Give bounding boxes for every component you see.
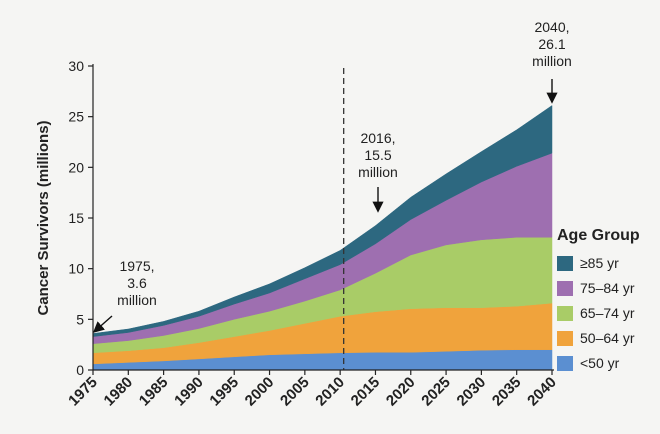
y-tick-label: 30: [68, 58, 84, 74]
annotation-2040: 2040, 26.1 million: [532, 19, 572, 69]
legend-label-65-74-yr: 65–74 yr: [580, 305, 635, 321]
legend-swatch-65-74-yr: [557, 306, 573, 321]
y-tick-label: 25: [68, 109, 84, 125]
x-tick-label: 2035: [489, 374, 525, 410]
area-ge85-yr: [92, 105, 553, 337]
x-tick-label: 2000: [242, 374, 278, 410]
legend-label-50-64-yr: 50–64 yr: [580, 330, 635, 346]
y-tick-label: 20: [68, 159, 84, 175]
annotation-2016: 2016, 15.5 million: [358, 130, 398, 180]
x-tick-label: 1980: [101, 374, 137, 410]
x-tick-label: 2020: [383, 374, 419, 410]
legend-swatch-lt50-yr: [557, 356, 573, 371]
legend-label-75-84-yr: 75–84 yr: [580, 280, 635, 296]
legend: Age Group ≥85 yr 75–84 yr 65–74 yr 50–64 yr…: [557, 227, 640, 371]
x-tick-label: 1990: [171, 374, 207, 410]
legend-swatch-50-64-yr: [557, 331, 573, 346]
x-tick-label: 2025: [418, 374, 454, 410]
y-tick-label: 15: [68, 210, 84, 226]
x-tick-label: 1975: [65, 374, 101, 410]
annotation-1975: 1975, 3.6 million: [117, 258, 157, 308]
legend-swatch-ge85-yr: [557, 256, 573, 271]
x-tick-label: 2005: [277, 374, 313, 410]
x-tick-label: 1995: [206, 374, 242, 410]
x-tick-label: 2030: [454, 374, 490, 410]
y-tick-label: 10: [68, 261, 84, 277]
stacked-areas: [92, 105, 553, 371]
x-tick-label: 2010: [312, 374, 348, 410]
annotations: 1975, 3.6 million 2016, 15.5 million 2040, 26.1…: [92, 19, 572, 333]
annotation-arrow-1975: [92, 315, 113, 333]
legend-label-lt50-yr: <50 yr: [580, 355, 620, 371]
x-tick-label: 2040: [524, 374, 560, 410]
legend-label-ge85-yr: ≥85 yr: [580, 255, 619, 271]
legend-title: Age Group: [557, 227, 640, 244]
x-tick-label: 2015: [348, 374, 384, 410]
x-tick-label: 1985: [136, 374, 172, 410]
legend-swatch-75-84-yr: [557, 281, 573, 296]
y-tick-label: 0: [76, 362, 84, 378]
y-axis-label: Cancer Survivors (millions): [35, 120, 52, 315]
y-tick-label: 5: [76, 311, 84, 327]
